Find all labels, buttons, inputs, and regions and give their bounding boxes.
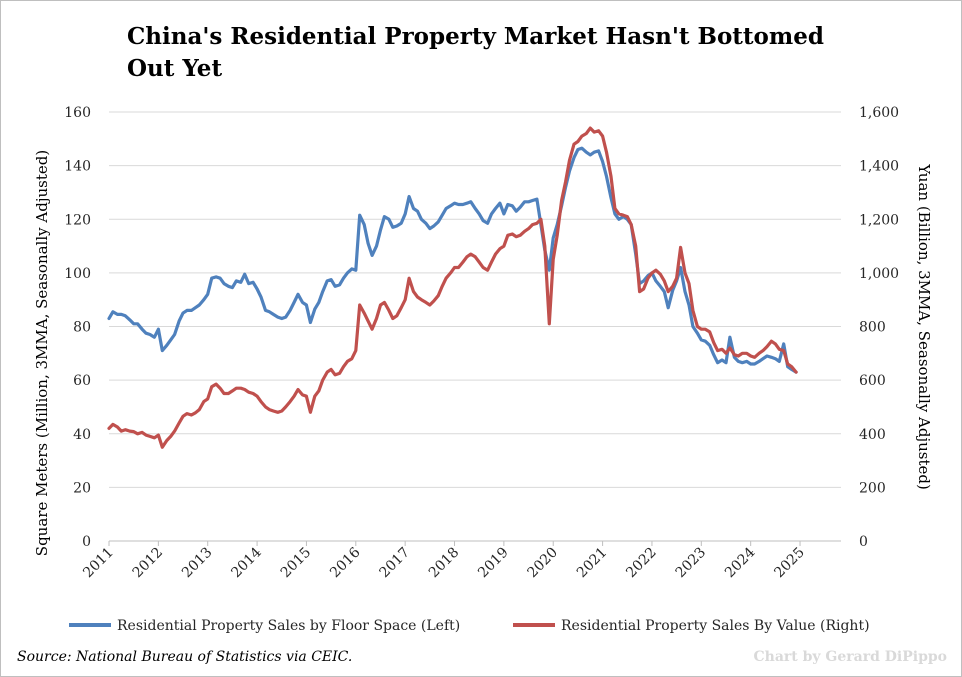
x-tick-label: 2025 [771,545,808,582]
x-tick-label: 2019 [475,545,512,582]
legend-label-floor-space: Residential Property Sales by Floor Spac… [117,618,460,634]
chart-credit: Chart by Gerard DiPippo [753,649,947,665]
x-axis-ticks: 2011 2012 2013 2014 2015 2016 2017 2018 2019 2020… [80,541,808,581]
left-tick-label: 20 [73,480,91,496]
right-tick-label: 800 [859,320,886,336]
left-tick-label: 140 [64,159,91,175]
gridlines [109,111,841,488]
right-tick-label: 1,000 [859,266,899,282]
series-line-value [107,126,798,449]
x-tick-label: 2016 [327,544,364,581]
series-line-floor-space [107,146,798,374]
x-tick-label: 2021 [574,545,611,582]
right-tick-label: 1,200 [859,212,899,228]
series-lines [107,126,798,449]
left-tick-label: 100 [64,266,91,282]
right-tick-label: 1,400 [859,159,899,175]
left-tick-label: 80 [73,320,91,336]
right-tick-label: 400 [859,427,886,443]
left-tick-label: 60 [73,373,91,389]
right-tick-label: 1,600 [859,105,899,121]
source-note: Source: National Bureau of Statistics vi… [17,649,353,665]
right-tick-label: 200 [859,480,886,496]
left-axis-title: Square Meters (Million, 3MMA, Seasonally… [33,150,51,556]
x-tick-label: 2023 [673,545,710,582]
x-tick-label: 2024 [722,544,759,581]
x-tick-label: 2014 [228,544,265,581]
left-axis-ticks: 0 20 40 60 80 100 120 140 160 [64,105,91,550]
right-tick-label: 0 [859,534,868,550]
x-tick-label: 2017 [376,545,413,582]
legend: Residential Property Sales by Floor Spac… [69,618,870,634]
x-tick-label: 2022 [623,545,660,582]
left-tick-label: 0 [82,534,91,550]
right-axis-title: Yuan (Billion, 3MMA, Seasonally Adjusted… [915,163,933,490]
chart-title: China's Residential Property Market Hasn… [127,23,824,82]
x-tick-label: 2015 [278,545,315,582]
x-tick-label: 2020 [525,545,562,582]
x-tick-label: 2012 [130,545,167,582]
left-tick-label: 160 [64,105,91,121]
x-tick-label: 2018 [426,545,463,582]
legend-label-value: Residential Property Sales By Value (Rig… [561,618,870,634]
left-tick-label: 120 [64,212,91,228]
x-tick-label: 2013 [179,545,216,582]
right-tick-label: 600 [859,373,886,389]
right-axis-ticks: 0 200 400 600 800 1,000 1,200 1,400 1,600 [859,105,899,550]
left-tick-label: 40 [73,427,91,443]
